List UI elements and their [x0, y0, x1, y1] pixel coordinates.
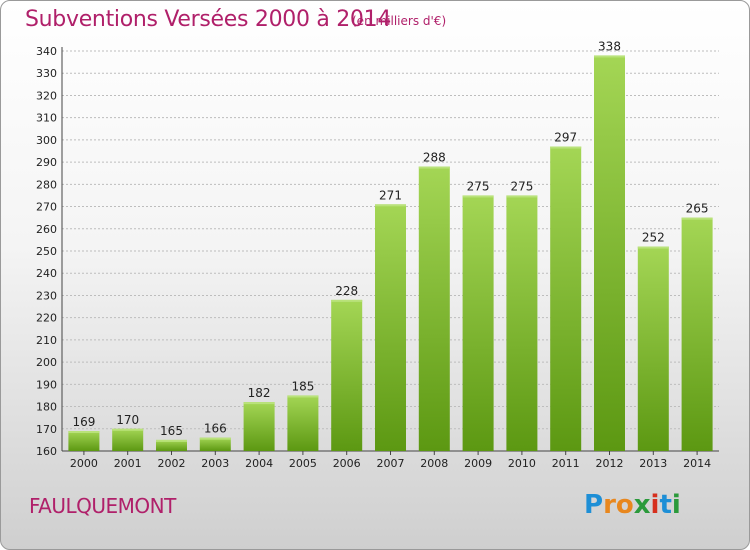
x-tick-label: 2002 — [158, 457, 186, 470]
bar-value-label: 165 — [160, 424, 183, 438]
bar-value-label: 288 — [423, 151, 446, 165]
y-tick-label: 310 — [36, 112, 57, 125]
bar-highlight — [506, 195, 538, 198]
bar-value-label: 185 — [291, 379, 314, 393]
x-tick-label: 2014 — [683, 457, 711, 470]
bar-highlight — [637, 246, 669, 249]
x-tick-label: 2005 — [289, 457, 317, 470]
x-tick-label: 2001 — [114, 457, 142, 470]
x-tick-label: 2004 — [245, 457, 273, 470]
y-tick-label: 190 — [36, 378, 57, 391]
bar — [287, 395, 319, 451]
bar-value-label: 182 — [248, 386, 271, 400]
y-tick-label: 160 — [36, 445, 57, 458]
bar-value-label: 275 — [510, 179, 533, 193]
bar-value-label: 170 — [116, 413, 139, 427]
bar — [681, 217, 713, 451]
bar — [594, 55, 625, 451]
bar-highlight — [681, 217, 713, 220]
y-tick-label: 300 — [36, 134, 57, 147]
bar-value-label: 338 — [598, 39, 621, 53]
logo-letter: t — [659, 490, 672, 520]
bar — [550, 146, 582, 452]
bar-highlight — [112, 428, 144, 431]
x-tick-label: 2003 — [201, 457, 229, 470]
y-tick-label: 250 — [36, 245, 57, 258]
logo-letter: i — [650, 490, 660, 520]
x-tick-label: 2013 — [639, 457, 667, 470]
bar — [462, 195, 494, 451]
bar-highlight — [462, 195, 494, 198]
logo-letter: x — [633, 490, 651, 520]
bar-highlight — [375, 204, 406, 207]
bar-highlight — [243, 402, 275, 405]
x-tick-label: 2006 — [333, 457, 361, 470]
bar — [243, 402, 275, 451]
chart-title: Subventions Versées 2000 à 2014 — [25, 7, 392, 32]
chart-unit-note: (en milliers d'€) — [352, 14, 447, 28]
logo-letter: o — [615, 490, 634, 520]
bar-value-label: 297 — [554, 131, 577, 145]
y-tick-label: 220 — [36, 312, 57, 325]
x-tick-label: 2008 — [420, 457, 448, 470]
logo-letter: i — [671, 490, 681, 520]
bar-value-label: 228 — [335, 284, 358, 298]
y-tick-label: 320 — [36, 89, 57, 102]
proxiti-logo: Proxiti — [584, 490, 681, 520]
y-tick-label: 330 — [36, 67, 57, 80]
bar-value-label: 275 — [467, 179, 490, 193]
bar-highlight — [594, 55, 625, 58]
bar — [331, 299, 363, 451]
y-tick-label: 340 — [36, 45, 57, 58]
bar-highlight — [156, 439, 187, 442]
bar-highlight — [418, 166, 450, 169]
place-name: FAULQUEMONT — [29, 494, 176, 518]
bar-highlight — [68, 431, 100, 433]
y-tick-label: 280 — [36, 178, 57, 191]
bar — [375, 204, 406, 451]
x-tick-label: 2011 — [552, 457, 580, 470]
x-tick-label: 2009 — [464, 457, 492, 470]
bar-value-label: 271 — [379, 188, 402, 202]
bar — [506, 195, 538, 451]
y-tick-label: 170 — [36, 423, 57, 436]
bar-highlight — [287, 395, 319, 398]
bar-value-label: 166 — [204, 422, 227, 436]
bar-value-label: 169 — [72, 415, 95, 429]
bar — [156, 439, 187, 451]
logo-letter: r — [603, 490, 616, 520]
y-tick-label: 260 — [36, 223, 57, 236]
y-tick-label: 180 — [36, 401, 57, 414]
bar — [418, 166, 450, 452]
bar — [68, 431, 100, 451]
y-tick-label: 240 — [36, 267, 57, 280]
value-labels: 169 170 165 166 182 185 228 271 288 275 275 297 338 2… — [72, 39, 708, 437]
y-tick-label: 290 — [36, 156, 57, 169]
x-tick-label: 2000 — [70, 457, 98, 470]
bars — [68, 55, 713, 452]
bar-highlight — [550, 146, 582, 149]
y-axis-ticks: 160 170 180 190 200 210 220 230 240 250 260 270 280 2… — [36, 45, 57, 458]
y-tick-label: 270 — [36, 201, 57, 214]
y-tick-label: 200 — [36, 356, 57, 369]
bar — [637, 246, 669, 451]
bar-value-label: 265 — [686, 202, 709, 216]
logo-letter: P — [584, 490, 604, 520]
bar-value-label: 252 — [642, 231, 665, 245]
x-tick-label: 2010 — [508, 457, 536, 470]
bar-highlight — [331, 299, 363, 302]
y-tick-label: 210 — [36, 334, 57, 347]
x-axis-ticks: 2000 2001 2002 2003 2004 2005 2006 2007 2008 2009… — [70, 451, 711, 470]
x-tick-label: 2012 — [596, 457, 624, 470]
bar — [112, 428, 144, 451]
x-tick-label: 2007 — [377, 457, 405, 470]
bar — [199, 437, 231, 451]
bar-highlight — [199, 437, 231, 440]
y-tick-label: 230 — [36, 289, 57, 302]
